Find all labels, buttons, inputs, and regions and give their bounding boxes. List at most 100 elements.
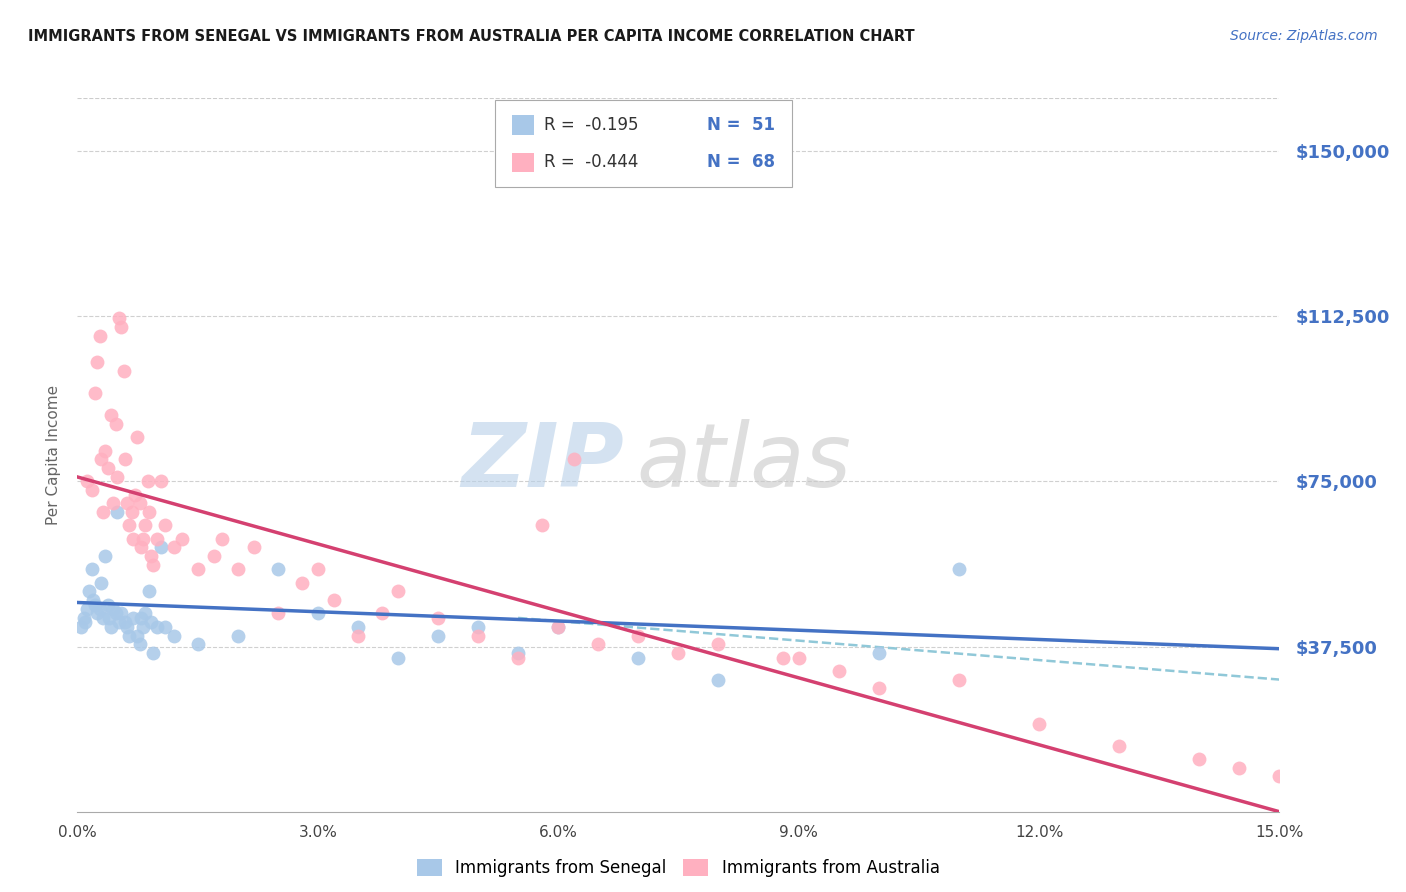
Text: N =  51: N = 51	[707, 116, 775, 134]
Point	[186, 637, 209, 651]
Point	[84, 386, 107, 401]
Point	[387, 584, 409, 599]
Point	[307, 607, 329, 621]
Point	[127, 628, 149, 642]
Point	[427, 611, 450, 625]
Point	[114, 615, 136, 630]
Point	[138, 505, 160, 519]
Point	[170, 532, 193, 546]
Point	[139, 549, 162, 564]
Point	[828, 664, 851, 678]
Y-axis label: Per Capita Income: Per Capita Income	[45, 384, 60, 525]
Text: IMMIGRANTS FROM SENEGAL VS IMMIGRANTS FROM AUSTRALIA PER CAPITA INCOME CORRELATI: IMMIGRANTS FROM SENEGAL VS IMMIGRANTS FR…	[28, 29, 915, 44]
Point	[547, 620, 569, 634]
Point	[146, 532, 169, 546]
Point	[132, 620, 155, 634]
Point	[1108, 739, 1130, 753]
Point	[627, 650, 650, 665]
Point	[291, 575, 314, 590]
Point	[86, 355, 108, 369]
Point	[138, 584, 160, 599]
Point	[142, 558, 165, 572]
Point	[97, 461, 120, 475]
Point	[132, 532, 155, 546]
Point	[142, 646, 165, 660]
Point	[97, 598, 120, 612]
Point	[108, 311, 131, 326]
Point	[387, 650, 409, 665]
Point	[104, 417, 127, 431]
Point	[508, 646, 530, 660]
Point	[531, 518, 554, 533]
Point	[76, 475, 98, 489]
Point	[122, 532, 145, 546]
Point	[70, 620, 93, 634]
Point	[73, 611, 96, 625]
Point	[186, 562, 209, 576]
Point	[162, 541, 184, 555]
Point	[346, 620, 368, 634]
Point	[84, 598, 107, 612]
Point	[668, 646, 690, 660]
Point	[91, 505, 114, 519]
Point	[82, 593, 104, 607]
Point	[80, 562, 103, 576]
Point	[134, 518, 156, 533]
Point	[226, 562, 249, 576]
Point	[131, 541, 153, 555]
Point	[547, 620, 569, 634]
Point	[155, 620, 177, 634]
Text: atlas: atlas	[637, 419, 851, 505]
Point	[104, 607, 127, 621]
Point	[427, 628, 450, 642]
Legend: Immigrants from Senegal, Immigrants from Australia: Immigrants from Senegal, Immigrants from…	[409, 851, 948, 886]
Point	[467, 620, 489, 634]
Point	[108, 615, 131, 630]
Text: R =  -0.195: R = -0.195	[544, 116, 638, 134]
Point	[128, 637, 150, 651]
Text: Source: ZipAtlas.com: Source: ZipAtlas.com	[1230, 29, 1378, 43]
Point	[90, 452, 112, 467]
Point	[124, 487, 146, 501]
Point	[322, 593, 344, 607]
Point	[155, 518, 177, 533]
Point	[75, 615, 97, 630]
Point	[76, 602, 98, 616]
Point	[91, 611, 114, 625]
Point	[79, 584, 101, 599]
Point	[508, 650, 530, 665]
Point	[103, 496, 125, 510]
Point	[150, 475, 173, 489]
Text: ZIP: ZIP	[461, 418, 624, 506]
Point	[122, 611, 145, 625]
Point	[707, 673, 730, 687]
Point	[121, 505, 143, 519]
Point	[110, 320, 132, 334]
Point	[118, 518, 141, 533]
Point	[948, 562, 970, 576]
Point	[107, 505, 129, 519]
Point	[136, 475, 159, 489]
Point	[89, 329, 111, 343]
Point	[267, 607, 290, 621]
Point	[787, 650, 810, 665]
Point	[89, 602, 111, 616]
Point	[202, 549, 225, 564]
Point	[114, 452, 136, 467]
Point	[134, 607, 156, 621]
Point	[346, 628, 368, 642]
Text: N =  68: N = 68	[707, 153, 775, 171]
Point	[128, 496, 150, 510]
Point	[627, 628, 650, 642]
Point	[562, 452, 585, 467]
Point	[131, 611, 153, 625]
Point	[162, 628, 184, 642]
Point	[94, 549, 117, 564]
Point	[1028, 716, 1050, 731]
Point	[115, 620, 138, 634]
Point	[371, 607, 394, 621]
Point	[98, 611, 121, 625]
Point	[211, 532, 233, 546]
Point	[868, 646, 890, 660]
Point	[868, 681, 890, 696]
